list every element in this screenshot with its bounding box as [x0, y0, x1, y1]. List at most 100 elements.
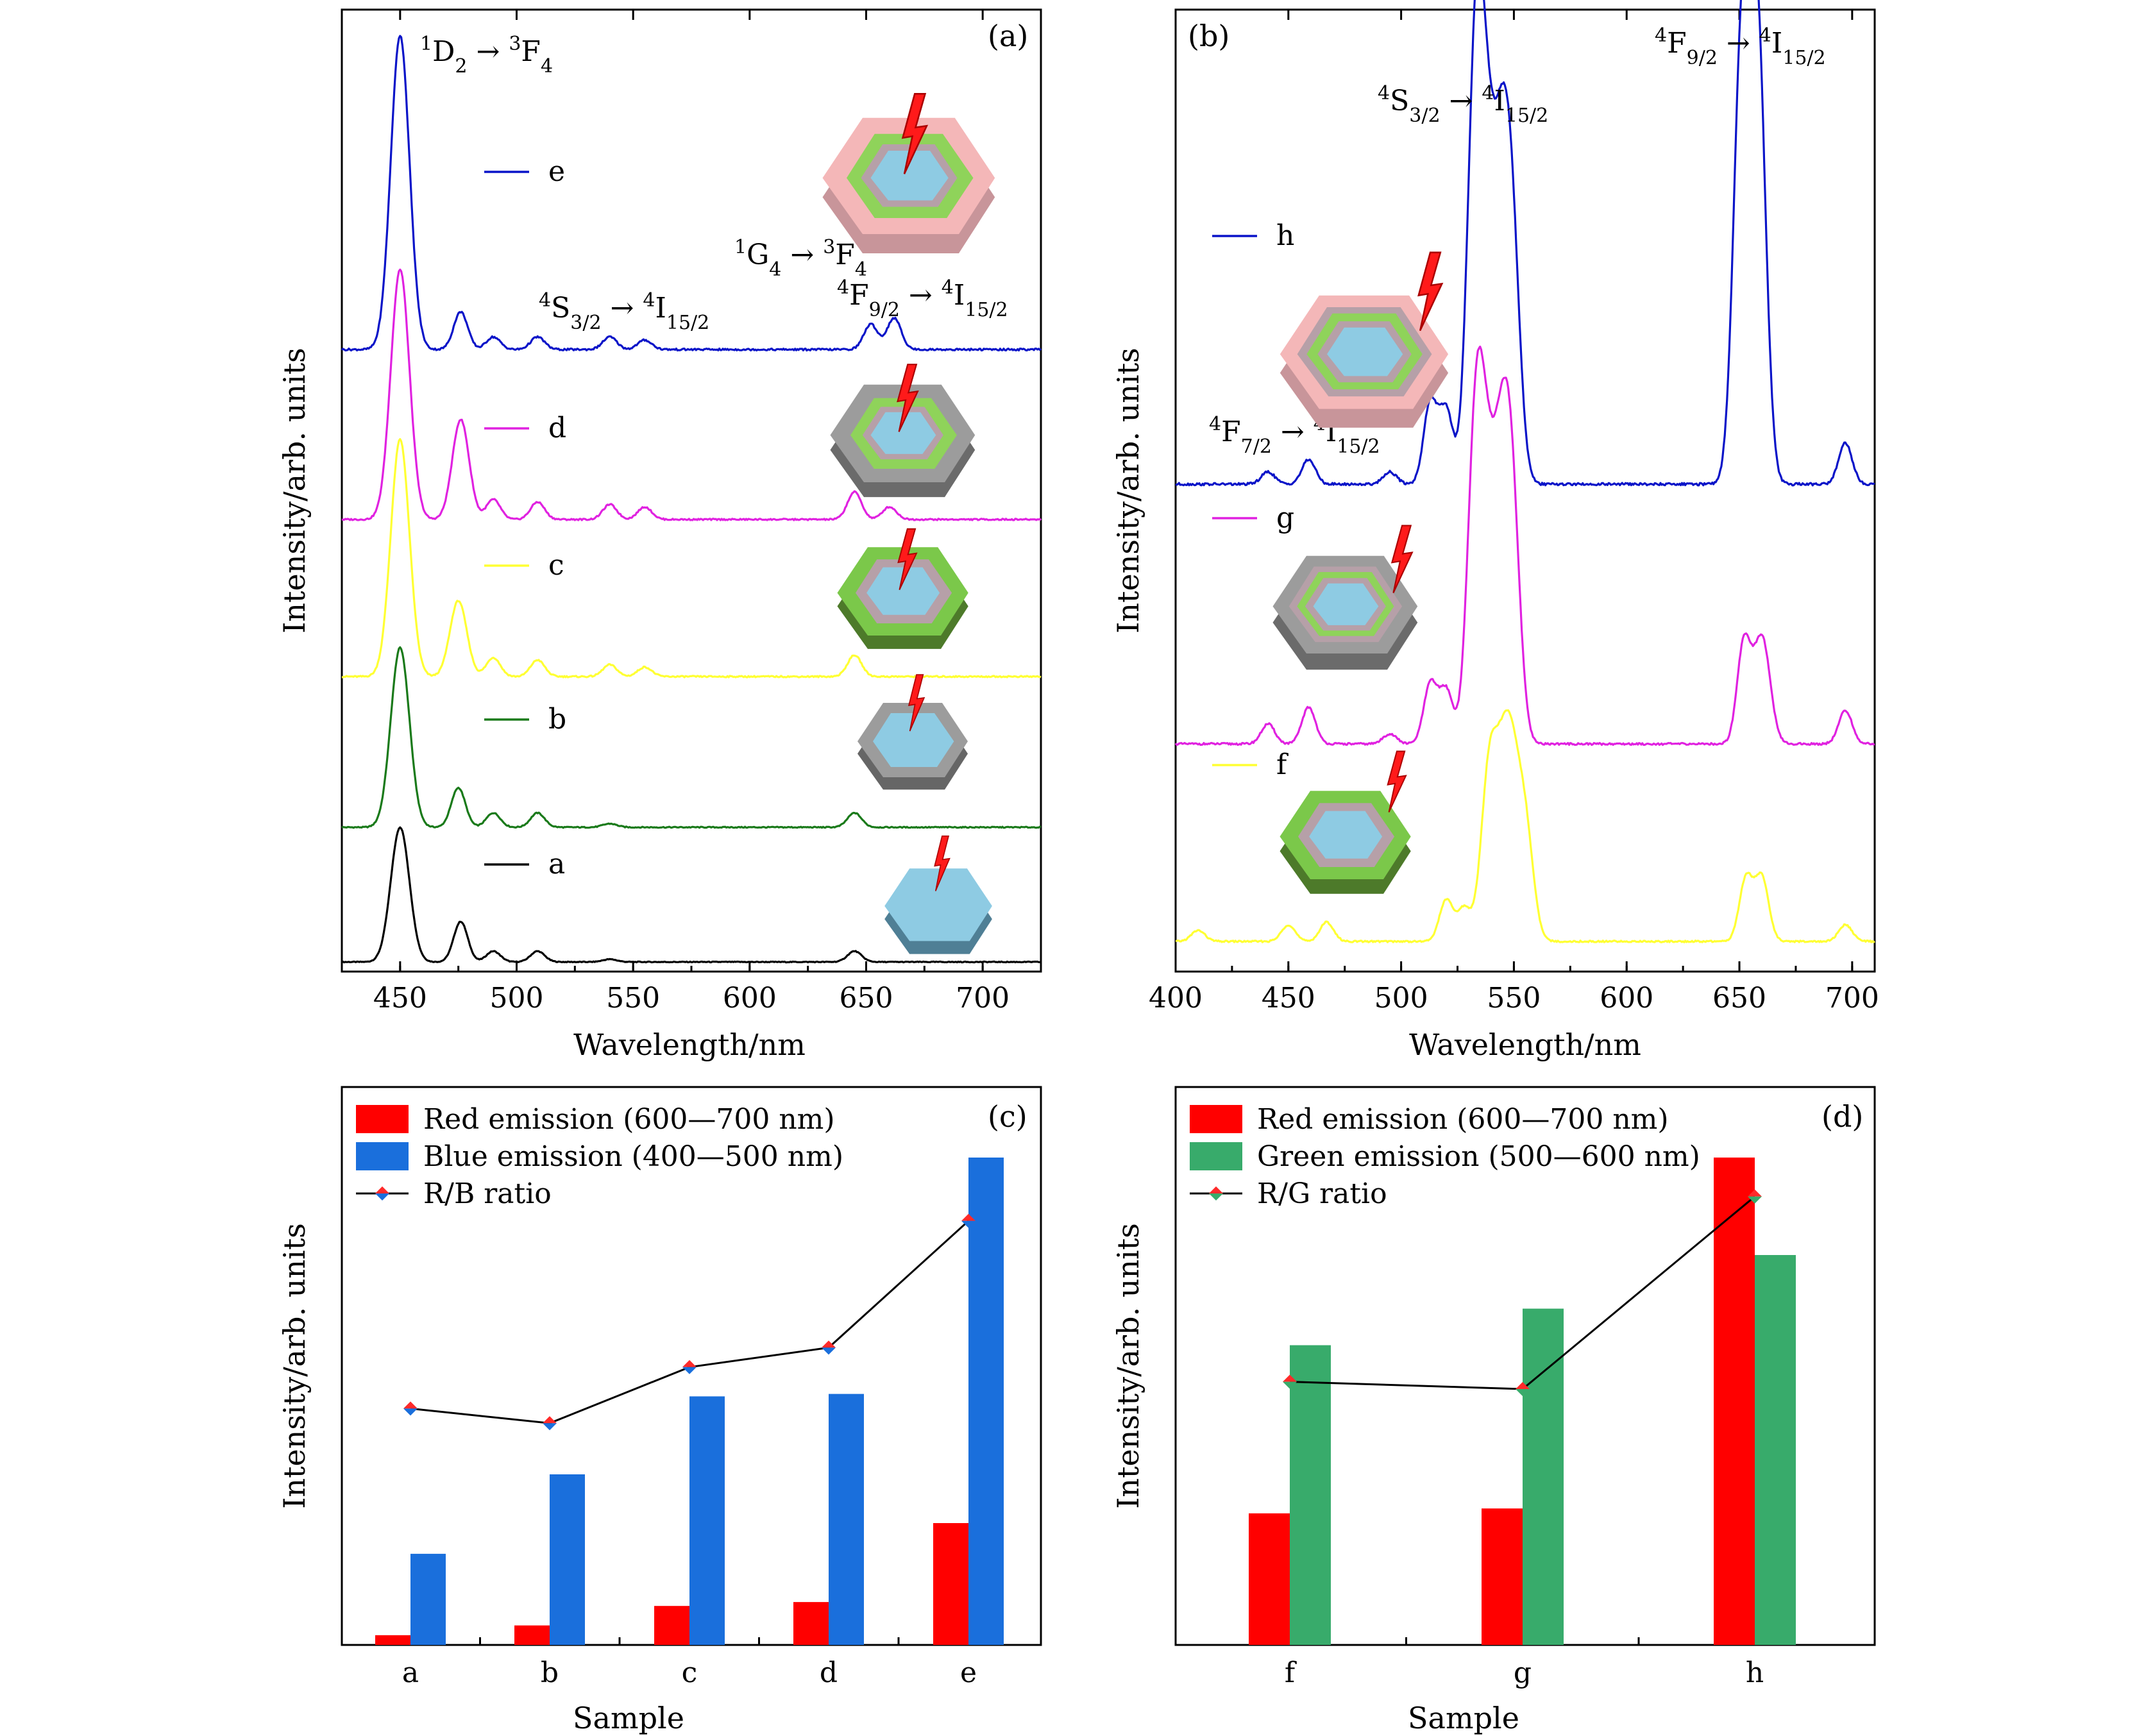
spectrum-e: [341, 35, 1042, 352]
series-label-b: b: [548, 703, 566, 736]
panel-b-ylabel: Intensity/arb. units: [1111, 348, 1145, 634]
category-label-f: f: [1285, 1656, 1297, 1689]
panel-b-annot-4F72-4I: 4F7/2 → 4I15/2: [1209, 413, 1380, 458]
sample-illustration-h: [1280, 251, 1449, 428]
ratio-marker-lower-g: [1516, 1389, 1530, 1396]
category-label-g: g: [1514, 1656, 1532, 1689]
panel-a: (a) 450 500 550 600 650 700 a b c d e Wavelength/…: [277, 8, 1042, 1062]
spectrum-g: [1174, 345, 1875, 746]
bar-b-second: [550, 1474, 585, 1645]
legend-marker-upper: [375, 1186, 389, 1193]
panel-b-curves: [1174, 0, 1875, 943]
category-label-c: c: [682, 1656, 698, 1689]
ratio-marker-b: [543, 1416, 557, 1424]
panel-d-bars: [1249, 1158, 1796, 1645]
ratio-marker-f: [1283, 1374, 1297, 1382]
xtick-label: 450: [373, 982, 427, 1015]
bar-e-second: [968, 1158, 1004, 1645]
legend-label-0: Red emission (600—700 nm): [1257, 1103, 1669, 1136]
ratio-marker-lower-b: [543, 1423, 557, 1431]
panel-a-curves: [341, 35, 1042, 964]
category-label-b: b: [541, 1656, 559, 1689]
panel-a-ylabel: Intensity/arb. units: [277, 348, 312, 634]
spectrum-f: [1175, 709, 1875, 943]
panel-d-xticks: f g h: [1285, 1637, 1764, 1689]
panel-d-legend: Red emission (600—700 nm) Green emission …: [1190, 1103, 1700, 1210]
panel-b-series-labels: f g h: [1212, 219, 1294, 781]
bar-g-second: [1523, 1308, 1564, 1645]
ratio-marker-lower-e: [961, 1220, 976, 1228]
ratio-marker-e: [961, 1213, 976, 1221]
xtick-label: 550: [606, 982, 660, 1015]
panel-d-ylabel: Intensity/arb. units: [1111, 1223, 1145, 1509]
series-label-e: e: [548, 155, 565, 188]
spectrum-c: [341, 438, 1042, 678]
series-label-a: a: [548, 848, 565, 881]
ratio-marker-lower-f: [1283, 1381, 1297, 1389]
legend-swatch-1: [356, 1142, 409, 1170]
ratio-marker-lower-a: [403, 1408, 418, 1416]
panel-a-xticks: 450 500 550 600 650 700: [341, 10, 1042, 1015]
bar-e-red: [933, 1523, 968, 1645]
xtick-label: 550: [1487, 982, 1541, 1015]
ratio-marker-lower-h: [1748, 1196, 1762, 1204]
ratio-line: [1289, 1195, 1755, 1390]
sample-illustration-c: [837, 528, 968, 649]
panel-c-ylabel: Intensity/arb. units: [277, 1223, 312, 1509]
legend-swatch-0: [356, 1105, 409, 1133]
bar-d-second: [829, 1394, 864, 1645]
xtick-label: 500: [1374, 982, 1428, 1015]
xtick-label: 600: [723, 982, 777, 1015]
ratio-marker-d: [822, 1340, 836, 1348]
spectrum-d: [341, 268, 1042, 521]
category-label-d: d: [820, 1656, 838, 1689]
sample-illustration-d: [830, 364, 976, 498]
panel-b-annot-4S-4I: 4S3/2 → 4I15/2: [1378, 82, 1548, 127]
spectrum-h: [1175, 0, 1875, 487]
bar-a-red: [375, 1635, 410, 1645]
series-label-g: g: [1276, 501, 1294, 534]
panel-b-annot-4F92-4I: 4F9/2 → 4I15/2: [1655, 24, 1826, 69]
legend-label-2: R/B ratio: [423, 1177, 552, 1210]
series-label-h: h: [1276, 219, 1294, 252]
panel-a-annot-4F-4I: 4F9/2 → 4I15/2: [837, 276, 1008, 321]
panel-b-tag: (b): [1188, 19, 1229, 53]
series-label-d: d: [548, 412, 566, 444]
panel-a-xlabel: Wavelength/nm: [573, 1027, 806, 1062]
panel-b: (b) 400 450 500 550 600 650 700 f g h Wavelength…: [1111, 0, 1879, 1062]
panel-c-bars: [375, 1158, 1004, 1645]
xtick-label: 450: [1262, 982, 1315, 1015]
sample-illustration-g: [1272, 525, 1418, 670]
panel-c-ratio-line: [403, 1213, 976, 1431]
xtick-label: 650: [1712, 982, 1766, 1015]
panel-d-ratio-line: [1283, 1189, 1762, 1396]
panel-a-annot-1D2-3F4: 1D2 → 3F4: [420, 33, 553, 78]
ratio-marker-lower-d: [822, 1347, 836, 1355]
panel-a-annot-4S-4I: 4S3/2 → 4I15/2: [539, 289, 709, 334]
ratio-marker-c: [682, 1360, 697, 1367]
panel-b-frame: [1174, 8, 1876, 973]
legend-label-2: R/G ratio: [1257, 1177, 1387, 1210]
spectrum-b: [341, 646, 1042, 829]
xtick-label: 700: [956, 982, 1010, 1015]
series-label-c: c: [548, 549, 564, 582]
panel-c-legend: Red emission (600—700 nm) Blue emission (…: [356, 1103, 843, 1210]
legend-label-0: Red emission (600—700 nm): [423, 1103, 835, 1136]
spectrum-a: [341, 826, 1042, 964]
panel-a-annot-1G4-3F4: 1G4 → 3F4: [734, 236, 867, 281]
panel-c-tag: (c): [988, 1099, 1027, 1134]
xtick-label: 500: [490, 982, 544, 1015]
ratio-marker-h: [1748, 1189, 1762, 1197]
legend-label-1: Blue emission (400—500 nm): [423, 1140, 843, 1173]
legend-swatch-0: [1190, 1105, 1242, 1133]
category-label-h: h: [1746, 1656, 1764, 1689]
panel-b-xticks: 400 450 500 550 600 650 700: [1149, 10, 1879, 1015]
panel-c-xticks: a b c d e: [402, 1637, 977, 1689]
ratio-marker-lower-c: [682, 1367, 697, 1374]
ratio-line: [410, 1220, 970, 1424]
bar-f-second: [1290, 1345, 1331, 1645]
bar-c-second: [689, 1396, 725, 1645]
legend-marker-upper: [1209, 1186, 1223, 1193]
sample-illustration-a: [884, 835, 992, 954]
